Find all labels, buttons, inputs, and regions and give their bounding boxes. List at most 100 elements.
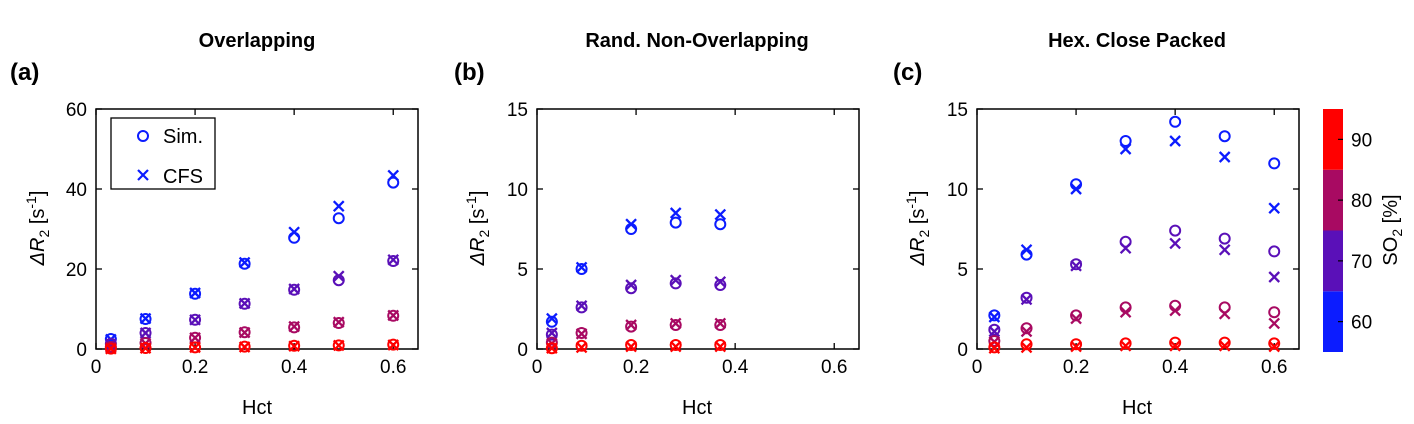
cfs-point [575,261,588,274]
sim-point [387,176,400,189]
y-tick-label: 15 [947,100,968,121]
panel-a-ylabel-sup: -1 [23,196,39,209]
sim-point [288,321,301,334]
cfs-point [1070,183,1082,195]
sim-point [625,339,638,351]
legend-box [110,117,216,190]
sim-point [1169,336,1182,349]
sim-point [189,341,202,354]
x-tick-label: 0.6 [821,357,847,378]
panel-a: Overlapping (a) ΔR2 [s-1] Hct 0 0.2 0.4 0.6… [10,30,419,419]
cfs-point [139,312,152,325]
cfs-point [288,226,300,239]
sim-point [189,313,202,326]
panel-c-ylabel: ΔR2 [s-1] [903,191,932,267]
cfs-point [1070,340,1082,353]
cfs-point [332,339,345,352]
cfs-point [332,316,345,329]
sim-point [1268,337,1281,350]
cfs-point [1070,259,1082,272]
legend-cfs-marker [137,169,149,181]
colorbar-label: SO2 [%] [1380,194,1405,265]
cfs-point [669,340,682,353]
cfs-point [1169,339,1181,352]
cfs-point [714,317,727,330]
colorbar-tick-label: 90 [1351,130,1372,151]
sim-point [189,287,202,300]
cfs-point [625,319,637,331]
panel-c-plot: 0 0.2 0.4 0.6 0 5 10 15 [947,100,1300,378]
cfs-point [189,331,201,344]
cfs-point [238,341,251,353]
panel-b-xlabel: Hct [682,397,712,419]
y-tick-label: 0 [957,340,968,361]
sim-point [575,263,588,275]
y-tick-label: 15 [507,100,528,121]
panel-b-ylabel-sup: -1 [463,196,479,209]
sim-point [387,338,400,351]
sim-point [714,218,727,231]
sim-point [1268,245,1281,258]
cfs-point [669,317,682,330]
sim-point [988,323,1001,336]
colorbar-band [1323,230,1343,292]
cfs-point [1169,304,1181,317]
colorbar-tick-label: 60 [1351,313,1372,334]
sim-point [669,216,682,229]
cfs-point [288,340,300,353]
y-tick-label: 0 [76,340,87,361]
panel-a-ylabel-main: ΔR [27,238,49,267]
x-tick-label: 0 [91,357,102,378]
cfs-point [139,327,152,339]
sim-point [387,255,400,267]
sim-point [625,320,638,333]
colorbar-label-sub: 2 [1389,229,1405,237]
legend-cfs-label: CFS [163,166,203,188]
sim-point [288,283,301,296]
cfs-point [288,283,300,295]
svg-text:ΔR2 [s-1]: ΔR2 [s-1] [463,191,492,267]
panel-b-ylabel-close: ] [467,191,489,197]
sim-point [988,309,1001,322]
panel-a-ylabel-sub: 2 [36,230,52,238]
panel-a-legend: Sim. CFS [110,117,216,190]
cfs-point [1169,135,1181,147]
sim-point [238,297,251,310]
legend-sim-marker [137,130,149,142]
panel-a-xlabel: Hct [242,397,272,419]
x-tick-label: 0 [532,357,543,378]
cfs-point [714,208,727,221]
sim-point [669,319,682,331]
cfs-point [1020,243,1033,256]
colorbar: 60 70 80 90 SO2 [%] [1323,109,1405,352]
panel-b-ylabel-unit: [s [467,209,489,225]
cfs-point [288,320,300,333]
y-tick-label: 5 [517,260,528,281]
cfs-point [1119,339,1132,352]
legend-sim-label: Sim. [163,126,203,148]
cfs-point [625,279,637,291]
cfs-point [105,342,117,355]
y-tick-label: 10 [507,180,528,201]
axes-box [976,108,1300,350]
cfs-point [332,270,345,283]
cfs-point [189,287,201,299]
sim-point [988,335,1001,347]
panel-c-ylabel-sub: 2 [916,230,932,238]
panel-a-plot: 0 0.2 0.4 0.6 0 20 40 60 [66,100,419,378]
sim-point [1070,309,1083,322]
panel-c-title: Hex. Close Packed [1048,30,1226,52]
cfs-point [1169,237,1181,250]
sim-point [238,326,251,339]
svg-text:ΔR2 [s-1]: ΔR2 [s-1] [23,191,52,267]
cfs-point [546,312,558,325]
panel-c-ylabel-close: ] [907,191,929,197]
panel-b-ylabel-sub: 2 [476,230,492,238]
x-tick-label: 0.2 [623,357,649,378]
sim-point [1218,130,1231,143]
sim-point [575,327,588,339]
x-tick-label: 0.6 [380,357,406,378]
cfs-point [625,340,637,353]
cfs-point [1119,242,1132,255]
panel-c-ylabel-unit: [s [907,209,929,225]
